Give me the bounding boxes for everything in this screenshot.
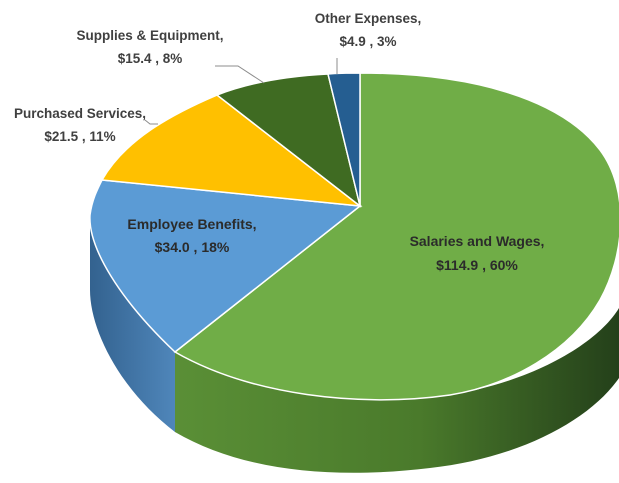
label-other-expenses-name: Other Expenses, (315, 11, 422, 26)
slice-employee-benefits (89, 179, 362, 353)
slice-side-salaries-and-wages (175, 308, 619, 473)
label-supplies-and-equipment-name: Supplies & Equipment, (76, 28, 223, 43)
slice-salaries-and-wages (173, 72, 619, 401)
leader-line-purchased-services (144, 119, 158, 125)
label-employee-benefits-name: Employee Benefits, (127, 216, 256, 232)
pie-side-walls (89, 215, 619, 473)
slice-other-expenses (327, 72, 361, 207)
slice-purchased-services (100, 94, 363, 208)
slice-supplies-and-equipment (215, 73, 362, 208)
inside-labels: Employee Benefits, $34.0 , 18% Salaries … (127, 216, 544, 273)
leader-line-supplies-and-equipment (215, 65, 265, 84)
label-purchased-services-name: Purchased Services, (14, 106, 146, 121)
label-supplies-and-equipment-value: $15.4 , 8% (118, 51, 183, 66)
label-salaries-and-wages-value: $114.9 , 60% (436, 257, 518, 273)
label-purchased-services-value: $21.5 , 11% (44, 129, 115, 144)
leader-lines (144, 58, 338, 125)
slice-side-employee-benefits (89, 215, 175, 432)
label-other-expenses-value: $4.9 , 3% (339, 34, 396, 49)
label-employee-benefits-value: $34.0 , 18% (155, 239, 230, 255)
outside-labels: Other Expenses, $4.9 , 3% Supplies & Equ… (14, 11, 421, 144)
pie-top (89, 72, 619, 401)
label-salaries-and-wages-name: Salaries and Wages, (410, 233, 545, 249)
